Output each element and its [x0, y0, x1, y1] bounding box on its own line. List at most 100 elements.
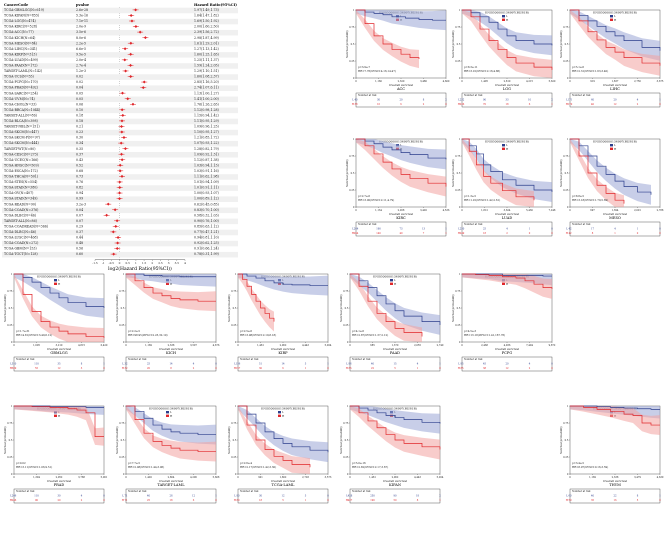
km-risk-high-value: 6: [400, 103, 402, 106]
forest-row-pvalue: 0.29: [76, 224, 83, 228]
km-x-tick-label: 3,624: [504, 209, 511, 212]
km-y-tick-label: 0.5: [351, 43, 355, 46]
km-risk-label: Number at risk: [128, 490, 147, 493]
km-risk-table: [125, 356, 217, 372]
km-legend-low-label: L: [614, 14, 616, 18]
forest-x-tick-label: 1.5: [142, 261, 147, 265]
forest-row-pvalue: 0.37: [76, 152, 83, 156]
km-risk-high-value: 1: [445, 232, 447, 235]
km-risk-low-value: 22: [613, 495, 617, 498]
km-risk-row-high-label: H: [458, 102, 461, 106]
km-risk-high-value: 18: [505, 103, 509, 106]
km-x-tick-label: 1,481: [369, 476, 376, 479]
km-pvalue: p=8.3e-11: [464, 65, 478, 69]
forest-row-code: TCGA-KIRC(N=528): [4, 25, 37, 29]
forest-row-code: TCGA-COAD(N=376): [4, 208, 38, 212]
km-x-tick-label: 2,740: [437, 344, 444, 347]
forest-point: [129, 52, 133, 56]
km-risk-high-value: 0: [529, 232, 531, 235]
km-hr: HR=3.98(95%CI:2.19,8.18): [240, 333, 276, 337]
km-risk-label: Number at risk: [128, 358, 147, 361]
km-risk-high-value: 5: [282, 499, 284, 502]
forest-row-pvalue: 3.5e-6: [76, 30, 86, 34]
km-y-tick-label: 0: [567, 77, 569, 80]
forest-row-code: TARGET-ALL(N=86): [4, 219, 37, 223]
forest-row-pvalue: 0.18: [76, 113, 83, 117]
forest-point: [143, 36, 147, 40]
km-y-tick-label: 0: [567, 206, 569, 209]
km-y-tick-label: 0: [353, 77, 355, 80]
km-ci-band: [238, 406, 328, 463]
km-y-tick-label: 0.75: [119, 290, 125, 293]
km-x-tick-label: 2,952: [56, 476, 63, 479]
km-risk-row-high-label: H: [458, 231, 461, 235]
km-x-tick-label: 4,215: [526, 80, 533, 83]
forest-point: [115, 247, 119, 251]
forest-row-pvalue: 0.18: [76, 119, 83, 123]
km-x-tick-label: 0: [355, 209, 357, 212]
km-risk-high-value: 16: [377, 103, 381, 106]
km-risk-label: Number at risk: [464, 94, 483, 97]
forest-row-code: TCGA-THCA(N=501): [4, 175, 38, 179]
km-hr: HR=8.97(95%CI:0.16,3.59): [572, 465, 608, 469]
km-ci-band: [570, 406, 660, 435]
forest-row-pvalue: 9.5e-5: [76, 52, 86, 56]
km-risk-low-value: 4: [614, 228, 616, 231]
forest-row-code: TCGA-DLBC(N=46): [4, 213, 36, 217]
forest-row-code: TARGET-LAML(N=142): [4, 69, 42, 73]
km-risk-low-value: 264: [354, 228, 359, 231]
km-legend-low-label: L: [170, 410, 172, 414]
km-risk-low-value: 71: [124, 495, 128, 498]
km-risk-high-value: 0: [327, 499, 329, 502]
km-gene-title: ENSG00000136997(BUB1B): [261, 275, 305, 279]
km-legend-high-swatch: [166, 414, 169, 417]
km-y-axis-label: Survival probability: [559, 159, 563, 187]
km-ci-band: [14, 406, 104, 446]
km-risk-high-value: 1: [417, 367, 419, 370]
forest-row-band: [2, 118, 238, 125]
forest-row-pvalue: 0.43: [76, 158, 83, 162]
km-y-tick-label: 0.25: [455, 189, 461, 192]
km-risk-row-high-label: H: [566, 102, 569, 106]
forest-row-band: [2, 96, 238, 103]
km-risk-row-low-label: L: [10, 494, 12, 498]
km-pvalue: p=1.3e-5: [464, 194, 476, 198]
km-x-tick-label: 4,936: [504, 344, 511, 347]
km-ci-band: [356, 139, 446, 197]
km-risk-row-high-label: H: [10, 366, 13, 370]
forest-row-code: TCGA-TGCT(N=128): [4, 252, 38, 256]
km-risk-row-high-label: H: [122, 366, 125, 370]
km-survival-line: [570, 9, 661, 66]
km-risk-label: Number at risk: [464, 223, 483, 226]
km-legend-low-swatch: [278, 411, 281, 414]
km-risk-low-value: 1: [637, 228, 639, 231]
km-legend-low-swatch: [390, 279, 393, 282]
forest-row-band: [2, 74, 238, 80]
km-y-tick-label: 1: [11, 405, 13, 408]
km-risk-row-high-label: H: [566, 231, 569, 235]
km-risk-low-value: 0: [215, 363, 217, 366]
km-y-tick-label: 1: [567, 9, 569, 12]
km-x-axis-label: Overall survival: [603, 479, 627, 483]
km-risk-table: [569, 488, 661, 504]
km-risk-high-value: 18: [483, 232, 487, 235]
forest-point: [129, 13, 133, 17]
km-risk-low-value: 1: [439, 363, 441, 366]
km-x-tick-label: 4,443: [302, 344, 309, 347]
km-y-tick-label: 0: [11, 473, 13, 476]
forest-point: [129, 41, 133, 45]
forest-point: [138, 30, 142, 34]
km-ci-band: [238, 406, 310, 474]
km-risk-high-value: 0: [445, 103, 447, 106]
km-survival-line: [238, 405, 329, 453]
km-y-tick-label: 0.5: [457, 172, 461, 175]
km-risk-row-high-label: H: [346, 366, 349, 370]
km-survival-line: [570, 138, 652, 195]
km-x-tick-label: 0: [125, 476, 127, 479]
forest-row-code: TCGA-UCS(N=55): [4, 75, 34, 79]
km-risk-low-value: 0: [551, 228, 553, 231]
forest-row-pvalue: 2.0e-9: [76, 25, 86, 29]
